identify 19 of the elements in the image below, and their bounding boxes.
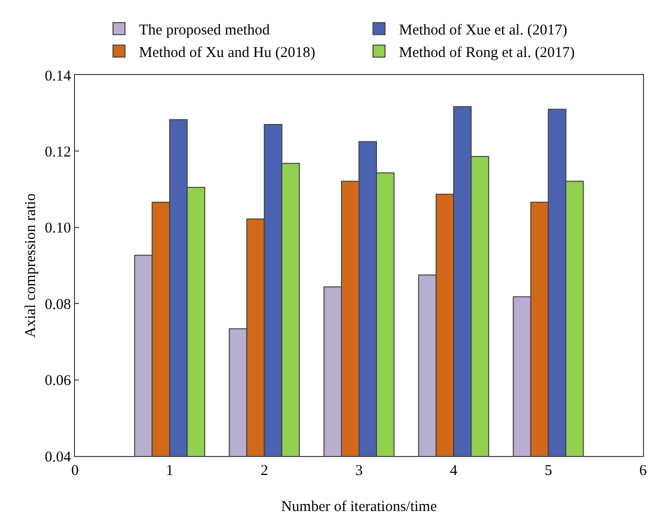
y-tick-label: 0.06: [44, 373, 72, 390]
y-tick-label: 0.08: [44, 296, 71, 313]
legend-label: Method of Rong et al. (2017): [399, 44, 575, 61]
x-tick-label: 1: [166, 463, 174, 479]
y-tick-label: 0.04: [44, 449, 72, 466]
x-tick-label: 0: [71, 463, 79, 479]
y-tick-label: 0.14: [44, 68, 72, 84]
x-tick-label: 2: [260, 463, 268, 479]
y-axis-title: Axial compression ratio: [23, 193, 39, 338]
x-tick-label: 3: [355, 463, 363, 479]
y-tick-label: 0.12: [44, 144, 71, 160]
x-tick-label: 4: [450, 463, 458, 479]
x-tick-label: 6: [639, 463, 648, 479]
x-axis-title: Number of iterations/time: [281, 499, 438, 515]
legend-label: Method of Xue et al. (2017): [399, 22, 568, 38]
y-tick-label: 0.10: [44, 220, 71, 237]
legend-label: Method of Xu and Hu (2018): [139, 44, 316, 61]
x-tick-label: 5: [544, 463, 552, 479]
legend-label: The proposed method: [139, 22, 270, 38]
